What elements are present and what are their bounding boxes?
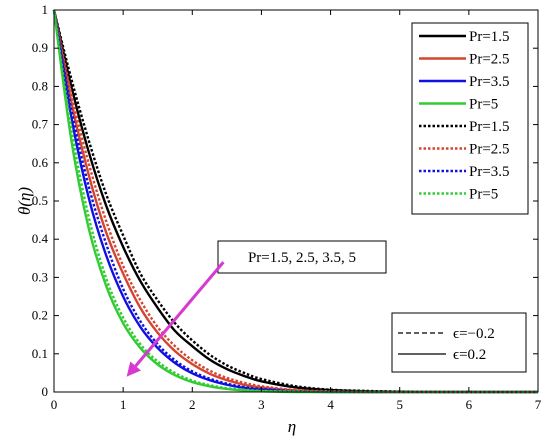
legend-label: Pr=1.5 bbox=[469, 119, 510, 135]
style-legend-label: ϵ=−0.2 bbox=[453, 326, 495, 342]
annotation: Pr=1.5, 2.5, 3.5, 5 bbox=[126, 240, 387, 377]
annotation-arrow-head bbox=[126, 361, 141, 377]
legend-box bbox=[411, 22, 529, 215]
y-tick-label: 0.1 bbox=[32, 346, 48, 361]
axis-ticks: 0 1 2 3 4 5 6 7 0 0.1 0.2 0.3 0.4 0.5 0.6 0.7 0.8 0.9 1 bbox=[32, 2, 542, 412]
y-tick-label: 1 bbox=[42, 2, 49, 17]
x-tick-label: 2 bbox=[189, 397, 196, 412]
x-tick-label: 4 bbox=[327, 397, 334, 412]
legend-label: Pr=2.5 bbox=[469, 142, 510, 158]
y-tick-label: 0 bbox=[42, 384, 49, 399]
legend-label: Pr=3.5 bbox=[469, 74, 510, 90]
annotation-box bbox=[217, 240, 387, 274]
legend-label: Pr=3.5 bbox=[469, 164, 510, 180]
annotation-arrow bbox=[134, 261, 225, 367]
x-tick-label: 0 bbox=[51, 397, 58, 412]
y-tick-label: 0.7 bbox=[32, 117, 49, 132]
y-tick-label: 0.5 bbox=[32, 193, 48, 208]
legend-label: Pr=2.5 bbox=[469, 52, 510, 68]
y-tick-label: 0.6 bbox=[32, 155, 49, 170]
x-tick-label: 5 bbox=[396, 397, 403, 412]
legend-label: Pr=5 bbox=[469, 97, 498, 113]
y-tick-label: 0.4 bbox=[32, 231, 49, 246]
y-tick-label: 0.2 bbox=[32, 308, 48, 323]
legend-label: Pr=5 bbox=[469, 187, 498, 203]
y-tick-label: 0.8 bbox=[32, 78, 48, 93]
y-tick-label: 0.3 bbox=[32, 269, 48, 284]
x-tick-label: 6 bbox=[466, 397, 473, 412]
y-axis-label: θ(η) bbox=[15, 187, 34, 215]
style-legend-label: ϵ=0.2 bbox=[453, 347, 486, 363]
x-axis-label: η bbox=[288, 417, 296, 436]
style-legend-box bbox=[391, 312, 527, 373]
x-tick-label: 7 bbox=[535, 397, 542, 412]
y-tick-label: 0.9 bbox=[32, 40, 48, 55]
x-tick-label: 3 bbox=[258, 397, 265, 412]
legend-label: Pr=1.5 bbox=[469, 29, 510, 45]
annotation-text: Pr=1.5, 2.5, 3.5, 5 bbox=[248, 250, 356, 266]
line-style-legend: ϵ=−0.2 ϵ=0.2 bbox=[391, 312, 527, 373]
x-tick-label: 1 bbox=[120, 397, 127, 412]
series-legend: Pr=1.5 Pr=2.5 Pr=3.5 Pr=5 Pr=1.5 Pr=2.5 Pr=3.5… bbox=[411, 22, 529, 215]
